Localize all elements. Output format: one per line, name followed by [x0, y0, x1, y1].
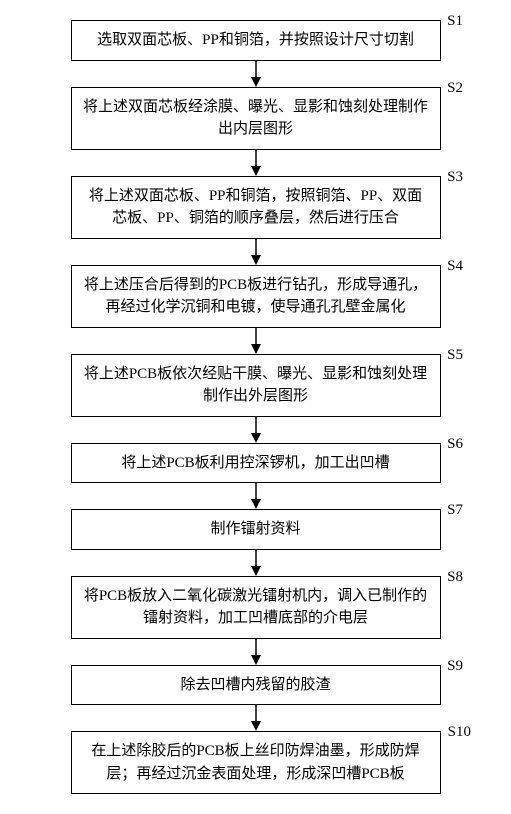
step-label-s9: S9 — [447, 659, 463, 674]
arrow-s8-s9 — [20, 639, 491, 665]
label-connector-s10 — [407, 731, 437, 732]
label-connector-s5 — [407, 354, 437, 355]
arrow-s3-s4 — [20, 239, 491, 265]
arrow-s7-s8 — [20, 550, 491, 576]
step-box-s5: 将上述PCB板依次经贴干膜、曝光、显影和蚀刻处理制作出外层图形 — [71, 354, 441, 417]
step-row-s7: 制作镭射资料 S7 — [20, 509, 491, 550]
step-row-s5: 将上述PCB板依次经贴干膜、曝光、显影和蚀刻处理制作出外层图形 S5 — [20, 354, 491, 417]
step-label-s3: S3 — [447, 170, 463, 185]
label-connector-s8 — [407, 576, 437, 577]
step-row-s3: 将上述双面芯板、PP和铜箔，按照铜箔、PP、双面芯板、PP、铜箔的顺序叠层，然后… — [20, 176, 491, 239]
step-label-s2: S2 — [447, 81, 463, 96]
label-connector-s3 — [407, 176, 437, 177]
arrow-s5-s6 — [20, 417, 491, 443]
step-box-s8: 将PCB板放入二氧化碳激光镭射机内，调入已制作的镭射资料，加工凹槽底部的介电层 — [71, 576, 441, 639]
step-row-s10: 在上述除胶后的PCB板上丝印防焊油墨，形成防焊层；再经过沉金表面处理，形成深凹槽… — [20, 731, 491, 794]
step-label-s1: S1 — [447, 14, 463, 29]
step-box-s9: 除去凹槽内残留的胶渣 — [71, 665, 441, 706]
label-connector-s2 — [407, 87, 437, 88]
step-box-s10: 在上述除胶后的PCB板上丝印防焊油墨，形成防焊层；再经过沉金表面处理，形成深凹槽… — [71, 731, 441, 794]
step-label-s8: S8 — [447, 570, 463, 585]
label-connector-s9 — [407, 665, 437, 666]
step-box-s7: 制作镭射资料 — [71, 509, 441, 550]
step-row-s4: 将上述压合后得到的PCB板进行钻孔，形成导通孔，再经过化学沉铜和电镀，使导通孔孔… — [20, 265, 491, 328]
label-connector-s4 — [407, 265, 437, 266]
step-label-s6: S6 — [447, 437, 463, 452]
step-box-s3: 将上述双面芯板、PP和铜箔，按照铜箔、PP、双面芯板、PP、铜箔的顺序叠层，然后… — [71, 176, 441, 239]
arrow-s6-s7 — [20, 483, 491, 509]
step-label-s10: S10 — [448, 725, 471, 740]
label-connector-s6 — [407, 443, 437, 444]
label-connector-s1 — [407, 20, 437, 21]
step-box-s2: 将上述双面芯板经涂膜、曝光、显影和蚀刻处理制作出内层图形 — [71, 87, 441, 150]
step-label-s4: S4 — [447, 259, 463, 274]
arrow-s1-s2 — [20, 61, 491, 87]
step-label-s5: S5 — [447, 348, 463, 363]
step-box-s1: 选取双面芯板、PP和铜箔，并按照设计尺寸切割 — [71, 20, 441, 61]
step-row-s2: 将上述双面芯板经涂膜、曝光、显影和蚀刻处理制作出内层图形 S2 — [20, 87, 491, 150]
step-box-s4: 将上述压合后得到的PCB板进行钻孔，形成导通孔，再经过化学沉铜和电镀，使导通孔孔… — [71, 265, 441, 328]
flowchart-container: 选取双面芯板、PP和铜箔，并按照设计尺寸切割 S1 将上述双面芯板经涂膜、曝光、… — [20, 20, 491, 794]
step-row-s9: 除去凹槽内残留的胶渣 S9 — [20, 665, 491, 706]
step-label-s7: S7 — [447, 503, 463, 518]
arrow-s9-s10 — [20, 705, 491, 731]
step-row-s8: 将PCB板放入二氧化碳激光镭射机内，调入已制作的镭射资料，加工凹槽底部的介电层 … — [20, 576, 491, 639]
step-box-s6: 将上述PCB板利用控深锣机，加工出凹槽 — [71, 443, 441, 484]
label-connector-s7 — [407, 509, 437, 510]
step-row-s6: 将上述PCB板利用控深锣机，加工出凹槽 S6 — [20, 443, 491, 484]
step-row-s1: 选取双面芯板、PP和铜箔，并按照设计尺寸切割 S1 — [20, 20, 491, 61]
arrow-s4-s5 — [20, 328, 491, 354]
arrow-s2-s3 — [20, 150, 491, 176]
